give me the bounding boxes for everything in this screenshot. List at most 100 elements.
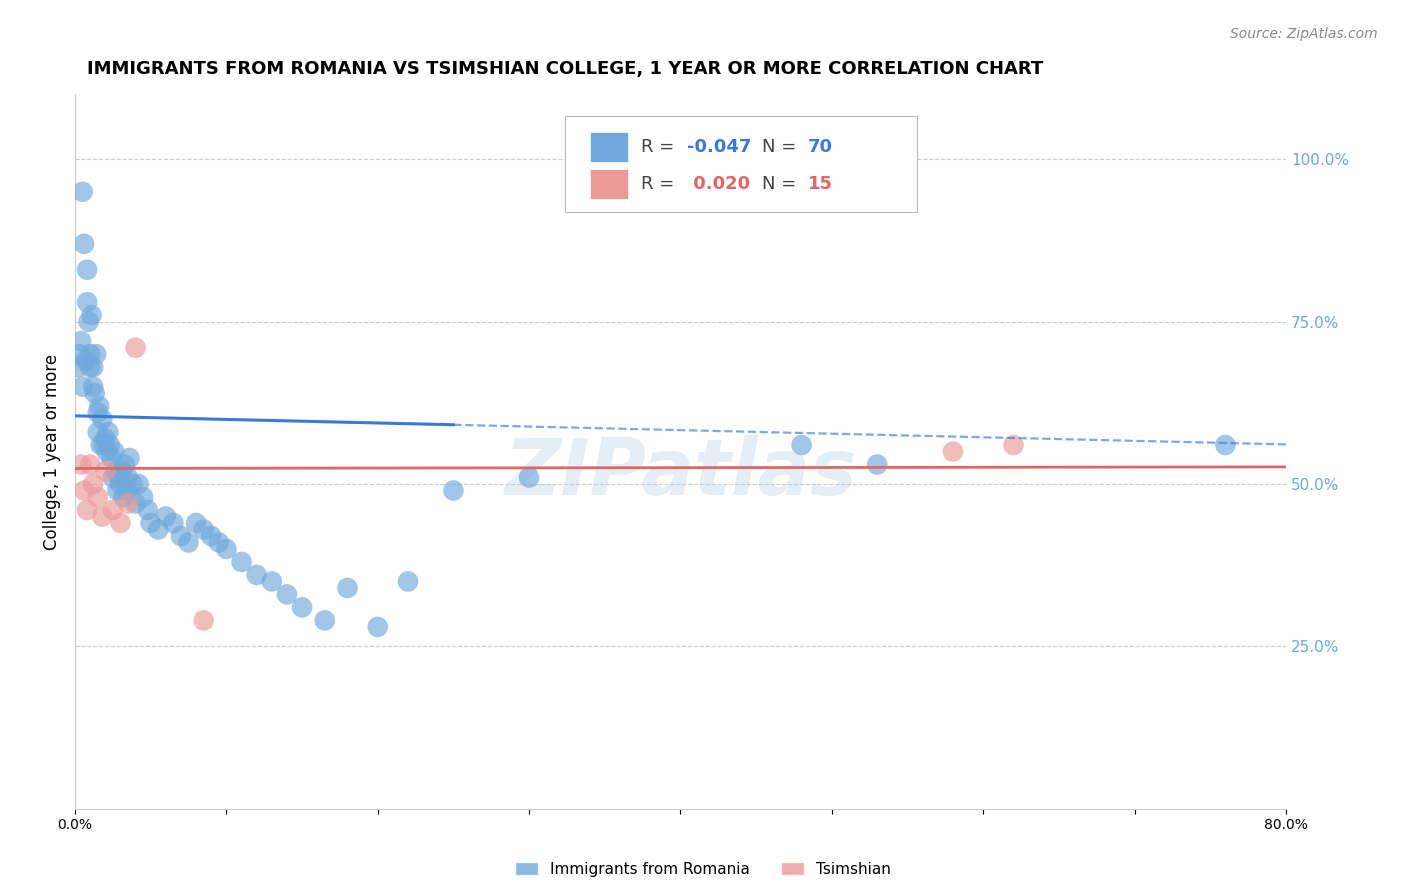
Point [942,444,965,458]
Point [115,483,138,498]
Point [291,600,314,615]
Point [121,477,143,491]
Text: 70: 70 [807,137,832,155]
Point [866,458,889,472]
Point [231,555,253,569]
Point [111,464,134,478]
FancyBboxPatch shape [589,132,628,161]
Point [80,308,103,322]
Point [98,438,121,452]
Text: 0.020: 0.020 [686,176,749,194]
Point [70,458,93,472]
Point [177,535,200,549]
Text: IMMIGRANTS FROM ROMANIA VS TSIMSHIAN COLLEGE, 1 YEAR OR MORE CORRELATION CHART: IMMIGRANTS FROM ROMANIA VS TSIMSHIAN COL… [87,60,1043,78]
Point [79,347,101,361]
Point [790,438,813,452]
Text: R =: R = [641,176,679,194]
Point [124,341,146,355]
Point [148,523,170,537]
Point [73,236,96,251]
Text: ZIPatlas: ZIPatlas [505,435,856,511]
Point [132,490,155,504]
Text: R =: R = [641,137,679,155]
Point [104,464,127,478]
Point [94,464,117,478]
Point [79,360,101,375]
Point [117,470,139,484]
Point [276,587,298,601]
Point [184,516,207,530]
Point [260,574,283,589]
Point [84,347,107,361]
Point [79,458,101,472]
Point [101,470,124,484]
Point [83,386,105,401]
Point [162,516,184,530]
Point [93,438,115,452]
Point [1215,438,1237,452]
Legend: Immigrants from Romania, Tsimshian: Immigrants from Romania, Tsimshian [508,854,898,884]
Point [139,516,162,530]
Point [82,379,104,393]
Point [77,315,100,329]
Point [100,451,122,466]
Point [86,490,108,504]
Point [86,425,108,439]
Point [72,185,94,199]
FancyBboxPatch shape [589,169,628,200]
Y-axis label: College, 1 year or more: College, 1 year or more [44,353,60,549]
Point [82,360,104,375]
Point [155,509,177,524]
Text: N =: N = [762,137,801,155]
Point [441,483,464,498]
Point [69,347,91,361]
Point [112,490,135,504]
Point [103,444,125,458]
Point [82,477,104,491]
Point [396,574,419,589]
Point [67,360,90,375]
Point [76,295,98,310]
Point [336,581,359,595]
Point [86,406,108,420]
Text: -0.047: -0.047 [686,137,751,155]
Point [118,451,141,466]
Point [110,477,132,491]
Text: 15: 15 [807,176,832,194]
Point [114,458,136,472]
Point [246,568,269,582]
Point [91,509,114,524]
Point [73,483,96,498]
Point [97,425,120,439]
Point [110,516,132,530]
FancyBboxPatch shape [565,116,917,212]
Point [170,529,193,543]
Point [193,523,215,537]
Text: Source: ZipAtlas.com: Source: ZipAtlas.com [1230,27,1378,41]
Point [136,503,159,517]
Point [105,483,128,498]
Point [96,444,118,458]
Point [200,529,222,543]
Point [75,353,97,368]
Point [90,438,112,452]
Point [89,399,111,413]
Point [101,503,124,517]
Point [76,262,98,277]
Point [91,412,114,426]
Point [193,613,215,627]
Point [517,470,540,484]
Point [208,535,231,549]
Point [76,503,98,517]
Point [117,496,139,510]
Point [124,496,146,510]
Point [128,477,150,491]
Point [314,613,336,627]
Point [70,334,93,348]
Text: N =: N = [762,176,801,194]
Point [94,432,117,446]
Point [215,541,238,556]
Point [108,470,131,484]
Point [1002,438,1025,452]
Point [367,620,389,634]
